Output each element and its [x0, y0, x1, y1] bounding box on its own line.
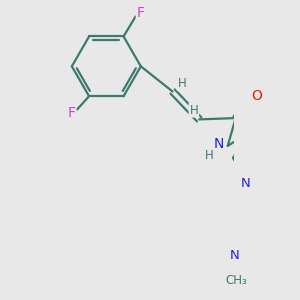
- Text: H: H: [205, 149, 214, 162]
- Text: N: N: [241, 178, 250, 190]
- Text: N: N: [213, 137, 224, 151]
- Text: F: F: [137, 6, 145, 20]
- Text: H: H: [178, 77, 186, 90]
- Text: N: N: [230, 249, 240, 262]
- Text: F: F: [67, 106, 75, 120]
- Text: H: H: [190, 103, 198, 117]
- Text: CH₃: CH₃: [226, 274, 247, 287]
- Text: O: O: [251, 88, 262, 103]
